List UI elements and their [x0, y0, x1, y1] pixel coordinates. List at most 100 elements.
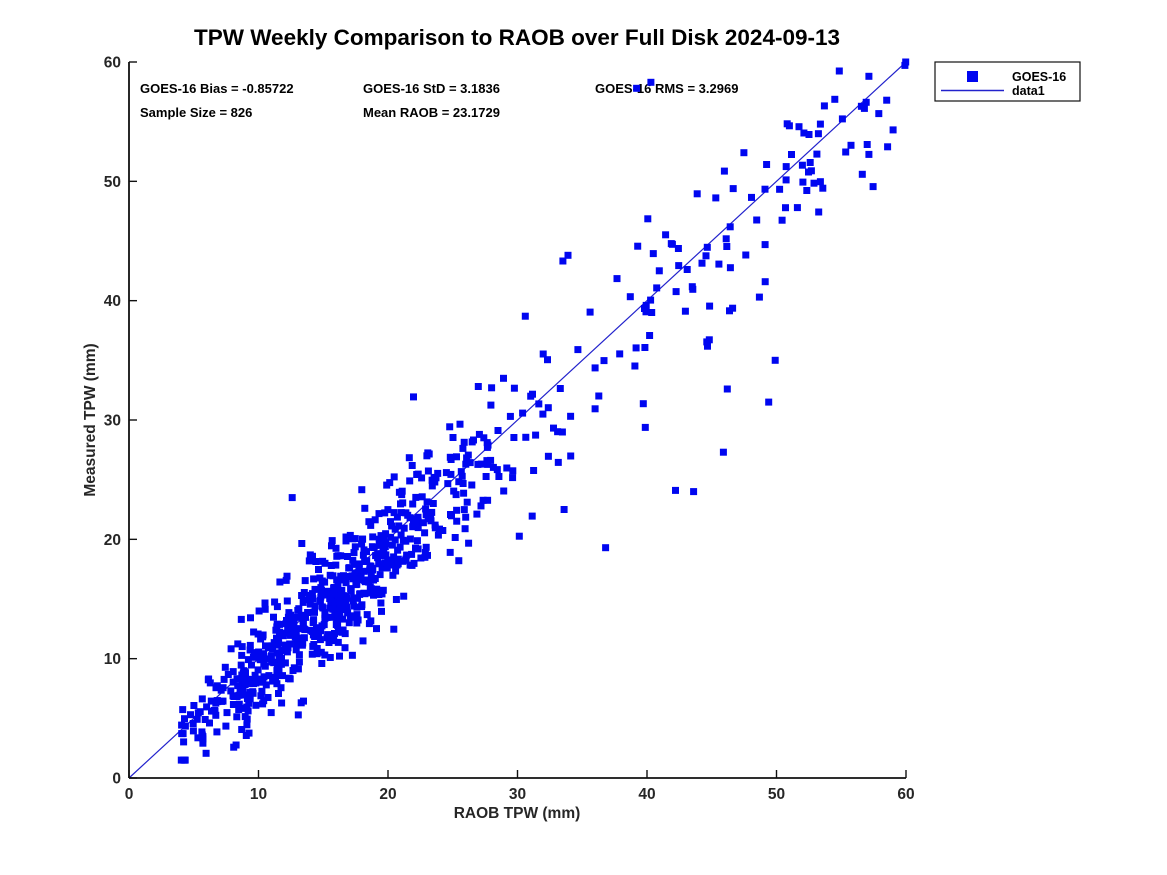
scatter-point	[273, 680, 281, 688]
scatter-point	[298, 592, 306, 599]
scatter-point	[316, 597, 324, 605]
scatter-point	[306, 600, 314, 608]
scatter-point	[393, 513, 401, 521]
scatter-point	[179, 730, 187, 738]
scatter-point	[398, 487, 406, 495]
scatter-point	[509, 467, 517, 475]
scatter-point	[361, 558, 369, 565]
scatter-point	[261, 599, 269, 607]
scatter-point	[674, 245, 682, 252]
scatter-point	[373, 585, 381, 593]
scatter-point	[295, 625, 303, 633]
scatter-point	[235, 706, 243, 714]
scatter-point	[409, 500, 417, 508]
scatter-point	[567, 452, 575, 460]
scatter-point	[238, 643, 246, 651]
x-tick-label: 50	[768, 786, 785, 803]
scatter-point	[347, 613, 355, 621]
scatter-point	[862, 98, 870, 106]
scatter-point	[273, 667, 281, 675]
scatter-point	[647, 78, 655, 86]
scatter-point	[313, 624, 320, 632]
x-tick-label: 40	[638, 786, 655, 803]
scatter-point	[377, 599, 385, 607]
scatter-point	[412, 544, 419, 552]
scatter-point	[379, 586, 387, 594]
scatter-point	[530, 467, 538, 474]
scatter-point	[246, 641, 254, 649]
scatter-point	[413, 537, 421, 545]
scatter-point	[283, 597, 291, 605]
scatter-point	[703, 243, 711, 251]
scatter-point	[254, 630, 262, 638]
scatter-point	[194, 734, 202, 742]
scatter-point	[406, 477, 414, 485]
scatter-point	[378, 564, 386, 572]
scatter-point	[255, 607, 263, 615]
scatter-point	[177, 756, 185, 764]
scatter-point	[319, 557, 327, 565]
scatter-point	[386, 479, 394, 487]
scatter-point	[292, 646, 300, 654]
scatter-point	[667, 240, 675, 248]
scatter-point	[422, 543, 430, 551]
scatter-point	[378, 607, 385, 615]
scatter-point	[235, 700, 243, 708]
scatter-point	[439, 527, 447, 534]
scatter-point	[771, 356, 779, 364]
scatter-point	[238, 726, 246, 733]
scatter-point	[388, 522, 396, 530]
scatter-point	[336, 611, 344, 619]
scatter-point	[406, 535, 414, 543]
scatter-point	[642, 308, 650, 316]
x-axis-label: RAOB TPW (mm)	[454, 805, 581, 822]
scatter-point	[181, 715, 188, 723]
scatter-point	[591, 364, 599, 372]
scatter-point	[299, 617, 307, 625]
scatter-point	[234, 640, 242, 648]
scatter-point	[465, 539, 473, 547]
scatter-point	[424, 449, 432, 457]
scatter-point	[835, 67, 843, 75]
scatter-point	[312, 558, 320, 565]
scatter-point	[483, 457, 491, 465]
scatter-point	[396, 543, 404, 551]
scatter-point	[351, 543, 359, 551]
scatter-point	[199, 739, 207, 747]
scatter-point	[249, 689, 257, 697]
scatter-point	[493, 466, 501, 474]
scatter-point	[353, 603, 361, 611]
y-axis-label: Measured TPW (mm)	[82, 343, 99, 496]
scatter-point	[419, 519, 427, 527]
scatter-point	[559, 257, 567, 265]
scatter-point	[430, 473, 438, 481]
scatter-point	[345, 573, 352, 580]
scatter-point	[616, 350, 624, 358]
scatter-point	[305, 591, 313, 599]
scatter-point	[243, 675, 251, 683]
scatter-point	[229, 678, 237, 686]
scatter-point	[647, 296, 655, 304]
scatter-point	[363, 548, 370, 556]
scatter-point	[320, 591, 328, 599]
scatter-point	[455, 478, 463, 486]
scatter-point	[367, 562, 375, 570]
scatter-point	[424, 515, 432, 523]
scatter-point	[487, 401, 495, 409]
scatter-point	[243, 715, 251, 723]
stat-sample-size: Sample Size = 826	[140, 105, 252, 120]
scatter-point	[816, 120, 824, 128]
scatter-point	[381, 509, 389, 517]
scatter-point	[424, 467, 432, 475]
scatter-point	[550, 424, 557, 432]
scatter-point	[318, 622, 326, 630]
scatter-point	[404, 511, 412, 519]
scatter-point	[460, 489, 468, 497]
scatter-point	[719, 448, 727, 456]
scatter-point	[332, 621, 340, 628]
scatter-point	[277, 684, 285, 692]
scatter-point	[189, 720, 197, 727]
scatter-series-goes16	[177, 58, 910, 764]
scatter-point	[765, 398, 773, 406]
